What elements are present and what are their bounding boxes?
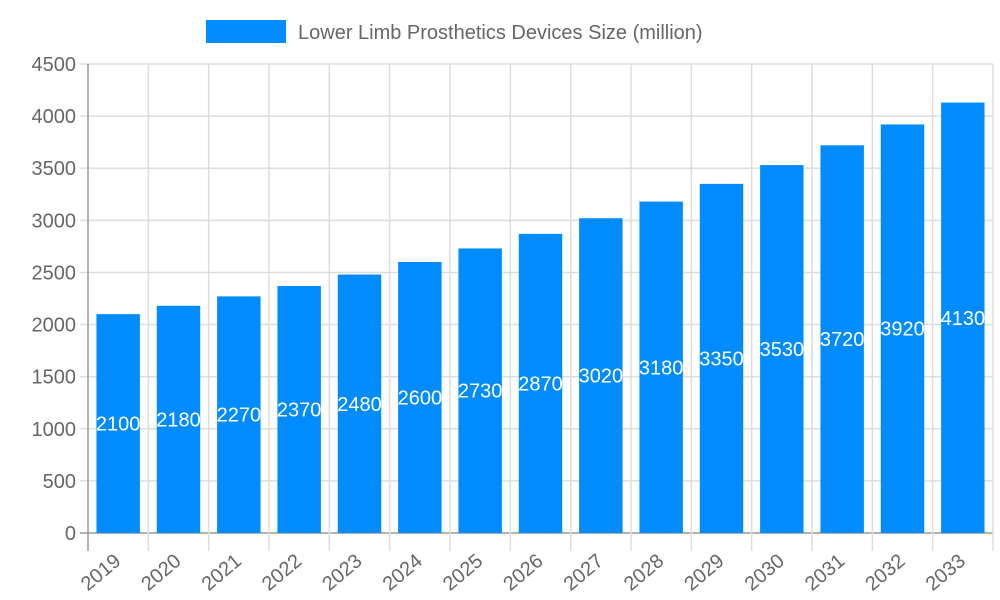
data-label: 4130 [941, 308, 986, 330]
legend-label[interactable]: Lower Limb Prosthetics Devices Size (mil… [298, 22, 703, 44]
x-tick-label: 2022 [258, 550, 306, 595]
bar-2025[interactable] [458, 248, 502, 533]
data-label: 2370 [277, 399, 322, 421]
bar-2024[interactable] [398, 262, 442, 533]
bar-2029[interactable] [699, 183, 744, 533]
y-tick-label: 2000 [32, 315, 77, 337]
y-tick-label: 4500 [32, 54, 77, 76]
data-label: 2480 [337, 394, 382, 416]
bar-2028[interactable] [639, 201, 683, 533]
bar-2026[interactable] [518, 233, 563, 534]
data-label: 2180 [156, 409, 201, 431]
data-label: 2270 [217, 405, 262, 427]
data-label: 2870 [518, 373, 563, 395]
data-label: 2730 [458, 381, 503, 403]
x-tick-label: 2024 [379, 550, 427, 595]
bar-2023[interactable] [337, 274, 382, 533]
data-label: 3020 [579, 366, 624, 388]
data-label: 3530 [760, 339, 805, 361]
data-label: 2600 [398, 388, 443, 410]
bar-2022[interactable] [277, 285, 321, 533]
y-tick-label: 4000 [32, 106, 77, 128]
x-tick-label: 2030 [741, 550, 789, 595]
bar-2031[interactable] [820, 145, 864, 533]
bar-2033[interactable] [941, 102, 985, 533]
x-tick-label: 2026 [499, 550, 547, 595]
bar-2020[interactable] [156, 305, 201, 533]
x-tick-label: 2019 [77, 550, 125, 595]
bar-2030[interactable] [760, 165, 804, 533]
x-tick-label: 2031 [801, 550, 849, 595]
legend-swatch[interactable] [206, 20, 286, 43]
data-label: 3720 [820, 329, 865, 351]
bar-2019[interactable] [96, 314, 140, 533]
y-tick-label: 0 [65, 523, 76, 545]
data-label: 3920 [880, 319, 925, 341]
y-tick-label: 500 [43, 471, 76, 493]
data-label: 3180 [639, 357, 684, 379]
x-tick-label: 2027 [560, 550, 608, 595]
y-tick-label: 1500 [32, 367, 77, 389]
bar-2027[interactable] [579, 218, 623, 533]
y-tick-label: 3000 [32, 210, 77, 232]
x-tick-label: 2025 [439, 550, 487, 595]
y-tick-label: 1000 [32, 419, 77, 441]
x-tick-label: 2033 [922, 550, 970, 595]
x-tick-label: 2032 [861, 550, 909, 595]
data-label: 2100 [96, 414, 141, 436]
y-tick-label: 3500 [32, 158, 77, 180]
bar-2021[interactable] [217, 296, 261, 533]
x-tick-label: 2028 [620, 550, 668, 595]
x-tick-label: 2029 [680, 550, 728, 595]
x-tick-label: 2020 [137, 550, 185, 595]
y-tick-label: 2500 [32, 262, 77, 284]
x-tick-label: 2021 [198, 550, 246, 595]
data-label: 3350 [699, 348, 744, 370]
x-tick-label: 2023 [318, 550, 366, 595]
bar-2032[interactable] [880, 124, 925, 534]
